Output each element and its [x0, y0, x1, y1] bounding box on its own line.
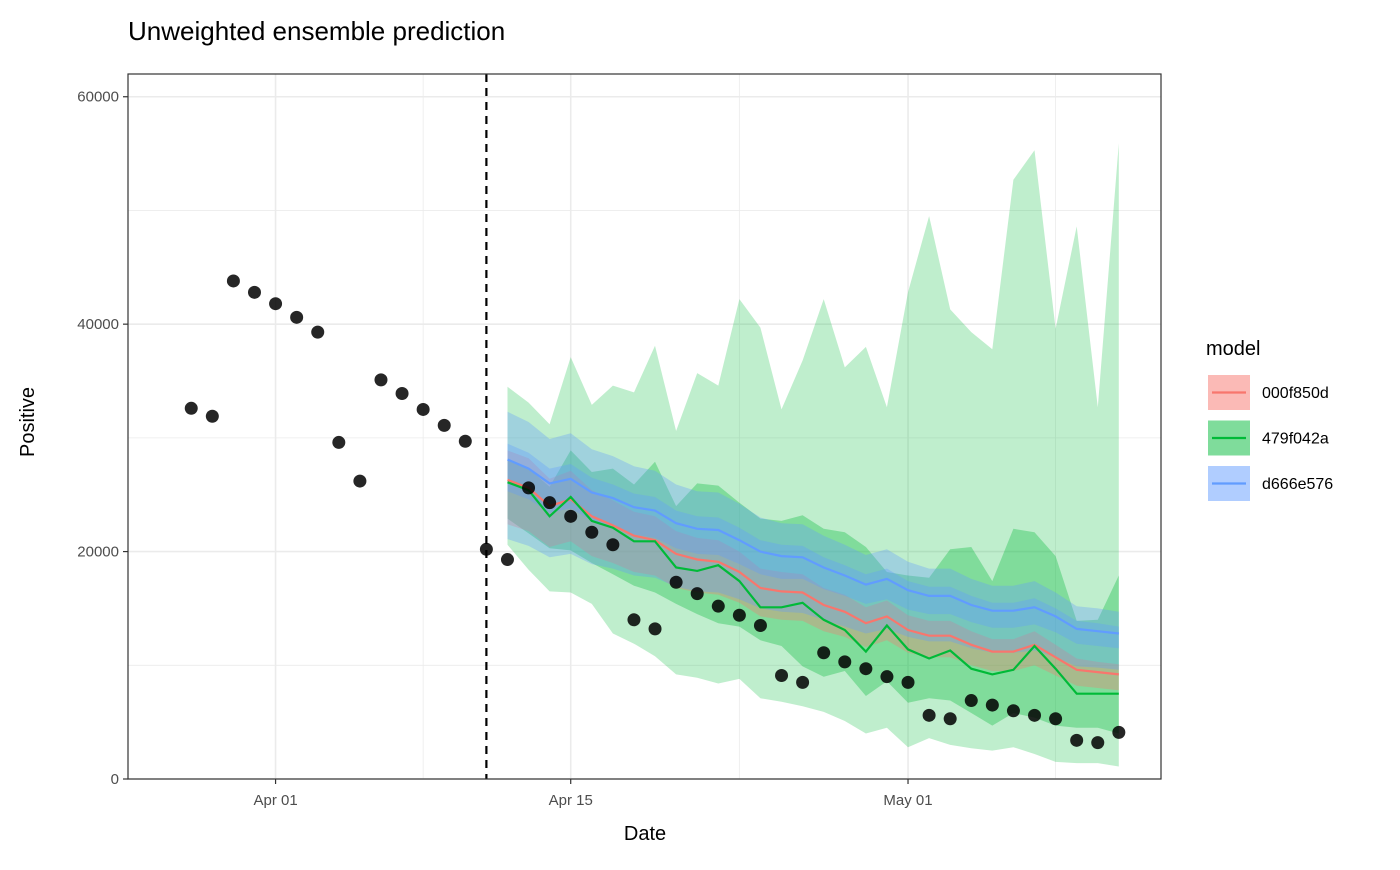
y-tick-label: 0 [111, 771, 119, 788]
grid [128, 74, 1161, 780]
observed-point [226, 274, 240, 288]
median-line-d666e576 [507, 458, 1119, 635]
observed-point [922, 708, 936, 722]
observed-point [205, 409, 219, 423]
x-tick-label: May 01 [883, 792, 932, 809]
legend-title: model [1206, 338, 1260, 360]
observed-point [669, 575, 683, 589]
observed-point [269, 297, 283, 311]
observed-point [606, 538, 620, 552]
observed-point [543, 496, 557, 510]
observed-point [1028, 708, 1042, 722]
observed-points [184, 274, 1126, 750]
observed-point [901, 675, 915, 689]
panel-border [127, 73, 1162, 780]
legend: model 000f850d 479f042a d666e576 [1206, 338, 1333, 501]
observed-point [564, 509, 578, 523]
observed-point [247, 285, 261, 299]
observed-point [711, 599, 725, 613]
y-axis: 0 20000 40000 60000 [77, 89, 128, 788]
observed-point [838, 655, 852, 669]
band-d666e576 [507, 443, 1119, 649]
observed-point [964, 694, 978, 708]
median-line-000f850d [507, 478, 1119, 676]
observed-point [690, 587, 704, 601]
x-axis-title: Date [624, 823, 666, 845]
y-tick-label: 20000 [77, 544, 119, 561]
observed-point [332, 435, 346, 449]
observed-point [353, 474, 367, 488]
y-axis-title: Positive [17, 387, 39, 457]
observed-point [416, 402, 430, 416]
observed-point [374, 373, 388, 387]
observed-point [479, 542, 493, 556]
observed-point [585, 525, 599, 539]
observed-point [522, 481, 536, 495]
observed-point [1070, 733, 1084, 747]
chart-title: Unweighted ensemble prediction [128, 16, 505, 46]
observed-point [458, 434, 472, 448]
observed-point [859, 662, 873, 676]
y-tick-label: 40000 [77, 316, 119, 333]
band-479f042a [507, 143, 1119, 767]
observed-point [1091, 736, 1105, 750]
legend-label: 479f042a [1262, 431, 1329, 448]
observed-point [796, 675, 810, 689]
observed-point [753, 618, 767, 632]
observed-point [1049, 712, 1063, 726]
observed-point [648, 622, 662, 636]
observed-point [290, 310, 304, 324]
x-tick-label: Apr 01 [253, 792, 297, 809]
band-d666e576 [507, 411, 1119, 670]
observed-point [1006, 704, 1020, 718]
prediction-bands [507, 143, 1119, 767]
legend-label: 000f850d [1262, 385, 1329, 402]
observed-point [500, 553, 514, 567]
x-tick-label: Apr 15 [549, 792, 593, 809]
observed-point [732, 608, 746, 622]
x-axis: Apr 01 Apr 15 May 01 [253, 779, 933, 809]
observed-point [985, 698, 999, 712]
observed-point [184, 401, 198, 415]
observed-point [775, 669, 789, 683]
observed-point [880, 670, 894, 684]
observed-point [943, 712, 957, 726]
observed-point [311, 325, 325, 339]
band-000f850d [507, 450, 1119, 691]
y-tick-label: 60000 [77, 89, 119, 106]
median-line-479f042a [507, 481, 1119, 695]
observed-point [437, 418, 451, 432]
median-lines [507, 458, 1119, 695]
observed-point [817, 646, 831, 660]
observed-point [1112, 725, 1126, 739]
observed-point [627, 613, 641, 627]
legend-label: d666e576 [1262, 476, 1333, 493]
observed-point [395, 387, 409, 401]
